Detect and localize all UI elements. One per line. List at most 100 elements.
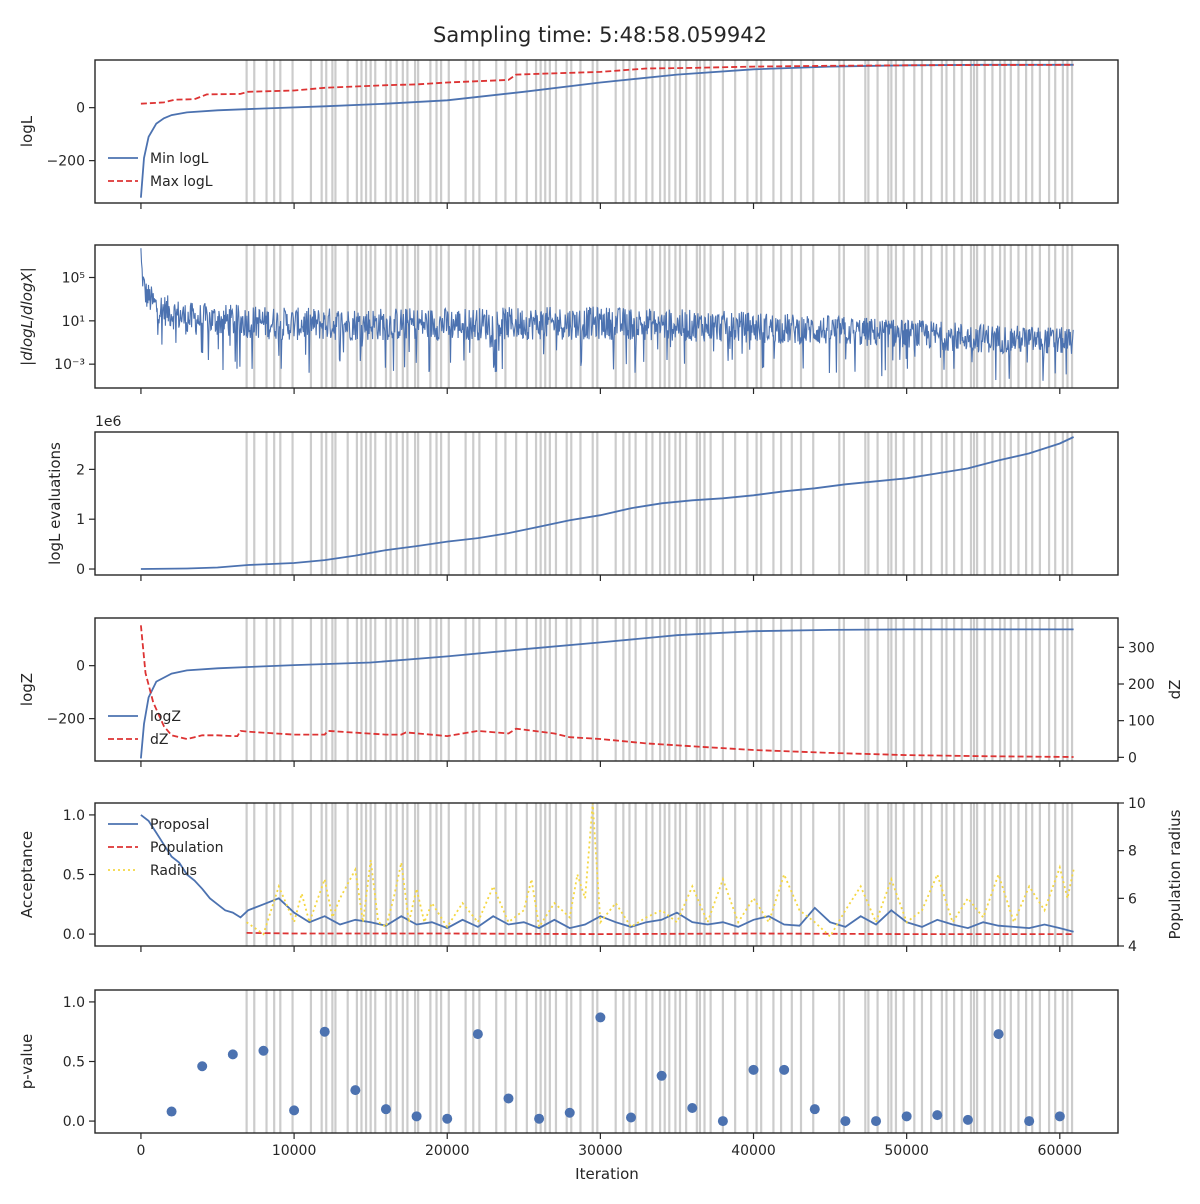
axes-frame [94, 989, 1119, 1134]
series-line-3 [246, 803, 1075, 938]
legend: Proposal Population Radius [108, 817, 224, 879]
data-point [442, 1113, 453, 1124]
series-group [140, 625, 1074, 759]
x-tick-label: 0 [136, 1143, 145, 1159]
axes-frame [94, 431, 1119, 576]
y-tick-label: 10¹ [62, 314, 85, 330]
x-tick-label: 60000 [1038, 1143, 1083, 1159]
y2-axis-label: Population radius [1166, 809, 1184, 939]
series-group [140, 248, 1074, 381]
series-group [140, 436, 1074, 570]
data-point [227, 1049, 238, 1060]
x-axis-label: Iteration [575, 1165, 639, 1183]
x-tick-label: 10000 [272, 1143, 317, 1159]
axes-frame [94, 244, 1119, 389]
figure-title: Sampling time: 5:48:58.059942 [433, 23, 767, 47]
bands [245, 60, 1074, 203]
bands [245, 990, 1074, 1133]
y-tick-label: 10⁻³ [54, 357, 85, 373]
panels: 0 −200 logL Min logL Max logL 10⁵ 10¹ 10⁻³ |dlog… [18, 59, 1184, 1159]
data-point [779, 1064, 790, 1075]
data-point [901, 1111, 912, 1122]
series-group [166, 1012, 1065, 1127]
data-point [626, 1112, 637, 1123]
y-tick-label: 0.0 [63, 927, 85, 943]
x-tick-label: 50000 [884, 1143, 929, 1159]
series-line-1 [140, 436, 1074, 570]
y-axis-label: logL evaluations [46, 442, 64, 565]
data-point [564, 1107, 575, 1118]
data-point [289, 1105, 300, 1116]
y-tick-label: −200 [47, 154, 85, 170]
y2-tick-label: 8 [1128, 844, 1137, 860]
y-axis-label: logZ [18, 673, 36, 706]
y-tick-label: 0 [76, 101, 85, 117]
data-point [1054, 1111, 1065, 1122]
y-tick-label: 0.5 [63, 1055, 85, 1071]
series-group [140, 803, 1075, 938]
x-tick-label: 30000 [578, 1143, 623, 1159]
data-point [809, 1104, 820, 1115]
data-point [932, 1110, 943, 1121]
axes-frame [94, 59, 1119, 204]
y2-axis-label: dZ [1166, 680, 1184, 700]
data-point [1024, 1116, 1035, 1127]
y-tick-label: 1 [76, 512, 85, 528]
legend-entry: Radius [150, 863, 197, 879]
data-point [840, 1116, 851, 1127]
x-tick-label: 20000 [425, 1143, 470, 1159]
series-line-1 [140, 628, 1074, 759]
y-tick-label: 0 [76, 659, 85, 675]
y2-tick-label: 100 [1128, 714, 1155, 730]
series-line-1 [140, 63, 1074, 198]
y-tick-label: 0.0 [63, 1114, 85, 1130]
series-line [140, 248, 1074, 381]
series-line-2 [140, 63, 1074, 105]
data-point [350, 1085, 361, 1096]
data-point [595, 1012, 606, 1023]
series-group [140, 63, 1074, 198]
axes-frame [94, 617, 1119, 762]
legend-entry: Population [150, 840, 224, 856]
bands [245, 803, 1074, 946]
panel-1: 0 −200 logL Min logL Max logL [18, 59, 1119, 209]
data-point [503, 1093, 514, 1104]
y-tick-label: 0.5 [63, 868, 85, 884]
y-tick-label: 2 [76, 462, 85, 478]
legend: Min logL Max logL [108, 151, 213, 190]
legend-entry: logZ [150, 709, 181, 725]
y2-tick-label: 4 [1128, 939, 1137, 955]
data-point [258, 1045, 269, 1056]
data-point [687, 1102, 698, 1113]
y-tick-label: 1.0 [63, 808, 85, 824]
data-point [197, 1061, 208, 1072]
y-tick-label: 1.0 [63, 995, 85, 1011]
data-point [993, 1029, 1004, 1040]
data-point [748, 1064, 759, 1075]
y2-tick-label: 0 [1128, 750, 1137, 766]
bands [245, 245, 1074, 388]
panel-6: 0 10000 20000 30000 40000 50000 60000 0.0 0.5 1.0… [18, 989, 1119, 1159]
panel-2: 10⁵ 10¹ 10⁻³ |dlogL/dlogX| [18, 244, 1119, 394]
panel-4: 0 −200 0 100 200 300 dZ logZ logZ dZ [18, 617, 1184, 767]
bands [245, 618, 1074, 761]
data-point [166, 1106, 177, 1117]
y-tick-label: −200 [47, 712, 85, 728]
y-offset-label: 1e6 [95, 414, 122, 430]
data-point [319, 1026, 330, 1037]
panel-3: 0 1 2 logL evaluations 1e6 [46, 414, 1119, 581]
data-point [411, 1111, 422, 1122]
series-line-1 [140, 814, 1074, 933]
y2-tick-label: 10 [1128, 796, 1146, 812]
y-axis-label: p-value [18, 1034, 36, 1090]
y2-tick-label: 300 [1128, 640, 1155, 656]
legend-entry: Min logL [150, 151, 209, 167]
y-axis-label: logL [18, 115, 36, 147]
data-point [717, 1116, 728, 1127]
panel-5: 0.0 0.5 1.0 4 6 8 10 Population radius Acceptanc… [18, 796, 1184, 955]
y-tick-label: 0 [76, 562, 85, 578]
data-point [380, 1104, 391, 1115]
axes-frame [94, 802, 1119, 947]
y-axis-label: Acceptance [18, 831, 36, 918]
